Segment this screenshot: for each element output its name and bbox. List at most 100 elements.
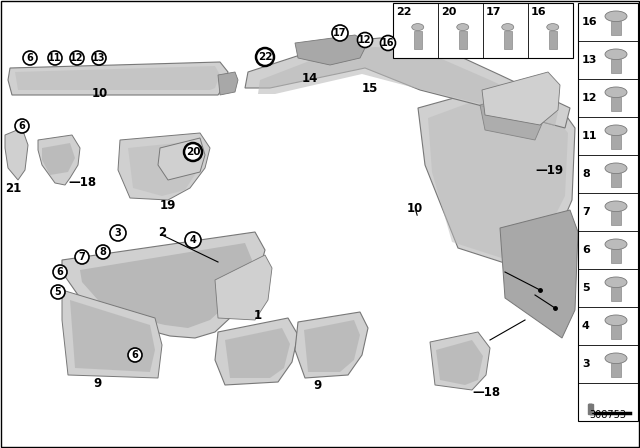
Text: 8: 8 [582, 169, 589, 179]
Polygon shape [8, 62, 228, 95]
Text: 3: 3 [115, 228, 122, 238]
Polygon shape [430, 332, 490, 390]
Bar [611, 325, 621, 339]
Ellipse shape [605, 11, 627, 22]
Text: —18: —18 [472, 385, 500, 399]
Text: 9: 9 [314, 379, 322, 392]
Text: 1: 1 [254, 309, 262, 322]
Text: 8: 8 [100, 247, 106, 257]
Text: 21: 21 [5, 181, 21, 194]
Text: 2: 2 [158, 225, 166, 238]
Text: —18: —18 [68, 176, 96, 189]
Circle shape [70, 51, 84, 65]
Text: 10: 10 [92, 86, 108, 99]
Polygon shape [215, 318, 298, 385]
Bar [393, 3, 573, 58]
Circle shape [256, 48, 274, 66]
Text: 9: 9 [94, 376, 102, 389]
Text: 20: 20 [441, 7, 456, 17]
Circle shape [51, 285, 65, 299]
Bar [611, 135, 621, 149]
Text: 11: 11 [582, 131, 598, 141]
Text: 12: 12 [358, 35, 372, 45]
Polygon shape [128, 141, 203, 196]
Text: 16: 16 [531, 7, 547, 17]
Text: 3: 3 [582, 359, 589, 369]
Text: 13: 13 [582, 55, 597, 65]
Polygon shape [158, 138, 205, 180]
Bar [611, 21, 621, 34]
Bar [459, 31, 467, 49]
Circle shape [23, 51, 37, 65]
Text: 16: 16 [381, 38, 395, 48]
Polygon shape [295, 312, 368, 378]
Bar [611, 363, 621, 376]
Ellipse shape [605, 87, 627, 98]
Ellipse shape [605, 163, 627, 174]
Text: 6: 6 [132, 350, 138, 360]
Polygon shape [436, 340, 483, 385]
Polygon shape [5, 128, 28, 180]
Circle shape [92, 51, 106, 65]
Ellipse shape [605, 353, 627, 364]
Polygon shape [258, 47, 558, 126]
Text: 12: 12 [70, 53, 84, 63]
Polygon shape [500, 210, 578, 338]
Text: 6: 6 [56, 267, 63, 277]
Polygon shape [15, 66, 220, 90]
Polygon shape [80, 243, 252, 328]
Polygon shape [42, 143, 75, 175]
Polygon shape [62, 290, 162, 378]
Text: 7: 7 [79, 252, 85, 262]
Polygon shape [245, 38, 570, 128]
Ellipse shape [605, 201, 627, 211]
Text: 16: 16 [582, 17, 598, 27]
Text: 11: 11 [48, 53, 61, 63]
Circle shape [53, 265, 67, 279]
Ellipse shape [605, 277, 627, 288]
Text: 12: 12 [582, 93, 598, 103]
Text: 10: 10 [407, 202, 423, 215]
Ellipse shape [457, 24, 468, 30]
Bar [611, 173, 621, 186]
Polygon shape [418, 88, 575, 268]
Text: 6: 6 [582, 245, 590, 255]
Bar [548, 31, 557, 49]
Text: 5: 5 [582, 283, 589, 293]
Circle shape [75, 250, 89, 264]
Polygon shape [482, 72, 560, 125]
Text: 13: 13 [92, 53, 106, 63]
Polygon shape [215, 255, 272, 320]
Circle shape [110, 225, 126, 241]
Bar [611, 287, 621, 301]
Polygon shape [480, 88, 550, 140]
Text: 6: 6 [19, 121, 26, 131]
Text: 15: 15 [362, 82, 378, 95]
Polygon shape [428, 97, 568, 262]
Ellipse shape [605, 315, 627, 326]
Text: 17: 17 [333, 28, 347, 38]
Circle shape [128, 348, 142, 362]
Text: 22: 22 [396, 7, 412, 17]
Text: 4: 4 [189, 235, 196, 245]
Ellipse shape [547, 24, 559, 30]
Polygon shape [38, 135, 80, 185]
Text: 4: 4 [582, 321, 590, 331]
Bar [611, 59, 621, 73]
Polygon shape [588, 404, 593, 414]
Bar [611, 249, 621, 263]
Text: 22: 22 [258, 52, 272, 62]
Text: 20: 20 [186, 147, 200, 157]
Circle shape [332, 25, 348, 41]
Bar [578, 3, 638, 421]
Text: 7: 7 [582, 207, 589, 217]
Text: —19: —19 [535, 164, 563, 177]
Text: 5: 5 [54, 287, 61, 297]
Ellipse shape [412, 24, 424, 30]
Polygon shape [225, 328, 290, 378]
Circle shape [358, 33, 372, 47]
Polygon shape [70, 300, 155, 372]
Ellipse shape [605, 49, 627, 60]
Bar [504, 31, 512, 49]
Text: 14: 14 [302, 72, 318, 85]
